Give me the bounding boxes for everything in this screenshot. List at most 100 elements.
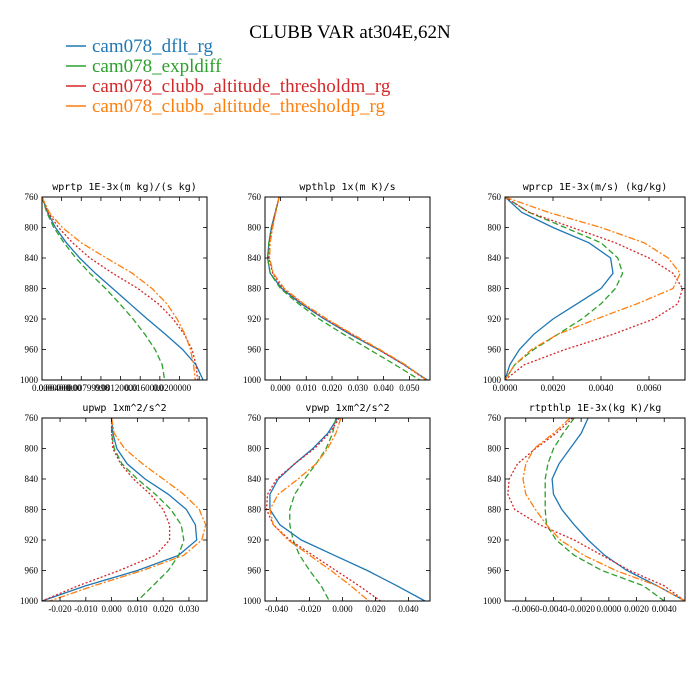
x-tick-label: -0.0060 [512, 604, 540, 614]
series-line-2 [41, 418, 171, 602]
x-tick-label: 0.0020 [541, 383, 566, 393]
legend-entry-1: cam078_expldiff [92, 56, 222, 77]
series-line-2 [268, 196, 427, 381]
series-line-0 [269, 417, 426, 602]
y-tick-label: 800 [25, 444, 39, 454]
y-tick-label: 800 [248, 444, 262, 454]
y-tick-label: 840 [25, 474, 39, 484]
figure-title: CLUBB VAR at304E,62N [249, 22, 451, 43]
x-tick-label: -0.020 [298, 604, 322, 614]
series-line-1 [41, 196, 166, 381]
plot-frame [264, 196, 431, 381]
y-tick-label: 960 [248, 345, 262, 355]
series-line-1 [504, 196, 624, 381]
y-tick-label: 760 [488, 413, 502, 423]
y-tick-label: 1000 [243, 596, 262, 606]
plot-frame [41, 196, 208, 381]
x-tick-label: -0.0020 [567, 604, 595, 614]
y-tick-label: 920 [248, 535, 262, 545]
y-tick-label: 920 [488, 314, 502, 324]
panel-2: wprcp 1E-3x(m/s) (kg/kg) 760 800 840 880 920 9… [483, 182, 686, 393]
series-line-3 [268, 196, 427, 381]
panel-3: upwp 1xm^2/s^2 760 800 840 880 920 960 1000 -0.0… [20, 403, 208, 614]
series-line-1 [544, 417, 665, 602]
x-tick-label: -0.040 [265, 604, 289, 614]
series-line-1 [110, 418, 185, 602]
x-tick-label: 0.00400000 [39, 383, 82, 393]
x-tick-label: 0.0000 [596, 604, 621, 614]
x-tick-label: 0.0200000 [153, 383, 192, 393]
series-line-3 [522, 417, 686, 602]
y-tick-label: 800 [248, 223, 262, 233]
y-tick-label: 960 [25, 566, 39, 576]
y-tick-label: 840 [248, 474, 262, 484]
x-tick-label: 0.000 [270, 383, 291, 393]
y-tick-label: 1000 [483, 375, 502, 385]
y-tick-label: 880 [488, 284, 502, 294]
y-tick-label: 760 [25, 413, 39, 423]
y-tick-label: 1000 [243, 375, 262, 385]
series-line-1 [266, 196, 421, 381]
y-tick-label: 800 [488, 444, 502, 454]
x-tick-label: 0.040 [373, 383, 394, 393]
panel-title: wpthlp 1x(m K)/s [299, 182, 395, 193]
series-line-3 [269, 417, 370, 602]
y-tick-label: 960 [248, 566, 262, 576]
x-tick-label: 0.0040 [589, 383, 614, 393]
legend-entry-3: cam078_clubb_altitude_thresholdp_rg [92, 96, 386, 117]
x-tick-label: 0.0000 [493, 383, 518, 393]
y-tick-label: 800 [488, 223, 502, 233]
y-tick-label: 880 [248, 284, 262, 294]
y-tick-label: 840 [25, 253, 39, 263]
x-tick-label: 0.040 [398, 604, 419, 614]
x-tick-label: 0.000 [101, 604, 122, 614]
y-tick-label: 760 [248, 413, 262, 423]
y-tick-label: 920 [248, 314, 262, 324]
x-tick-label: 0.0000000 [32, 383, 71, 393]
series-line-3 [49, 417, 207, 602]
y-tick-label: 960 [488, 566, 502, 576]
y-tick-label: 1000 [20, 596, 39, 606]
x-tick-label: 0.020 [153, 604, 174, 614]
x-tick-label: 0.000 [332, 604, 353, 614]
legend-entry-0: cam078_dflt_rg [92, 36, 214, 57]
series-line-0 [266, 196, 428, 381]
y-tick-label: 920 [488, 535, 502, 545]
panel-5: rtpthlp 1E-3x(kg K)/kg 760 800 840 880 920 960… [483, 403, 686, 614]
x-tick-label: 0.020 [322, 383, 343, 393]
x-tick-label: -0.020 [48, 604, 72, 614]
panel-title: rtpthlp 1E-3x(kg K)/kg [529, 403, 661, 414]
panels: wprtp 1E-3x(m kg)/(s kg) 760 800 840 880 920 9… [20, 182, 686, 614]
panel-title: vpwp 1xm^2/s^2 [305, 403, 389, 414]
series-line-0 [504, 196, 614, 381]
x-tick-label: 0.00120000 [95, 383, 138, 393]
x-tick-label: 0.020 [365, 604, 386, 614]
y-tick-label: 880 [248, 505, 262, 515]
y-tick-label: 840 [488, 253, 502, 263]
x-tick-label: 0.030 [179, 604, 200, 614]
x-tick-label: 0.0020 [624, 604, 649, 614]
x-tick-label: 0.0160000 [125, 383, 164, 393]
panel-title: wprcp 1E-3x(m/s) (kg/kg) [523, 182, 668, 193]
series-line-0 [41, 417, 198, 602]
plot-frame [504, 196, 686, 381]
series-line-0 [551, 417, 686, 602]
x-tick-label: 0.0060 [637, 383, 662, 393]
y-tick-label: 880 [25, 284, 39, 294]
x-tick-label: -0.010 [74, 604, 98, 614]
panel-title: wprtp 1E-3x(m kg)/(s kg) [52, 182, 197, 193]
series-line-2 [265, 417, 381, 602]
series-line-3 [504, 196, 681, 381]
plot-frame [41, 417, 208, 602]
series-line-0 [41, 196, 204, 381]
panel-0: wprtp 1E-3x(m kg)/(s kg) 760 800 840 880 920 9… [20, 182, 208, 393]
panel-1: wpthlp 1x(m K)/s 760 800 840 880 920 960 1000 0.… [243, 182, 431, 393]
y-tick-label: 880 [25, 505, 39, 515]
y-tick-label: 920 [25, 314, 39, 324]
y-tick-label: 760 [488, 192, 502, 202]
series-line-2 [504, 196, 684, 381]
y-tick-label: 960 [488, 345, 502, 355]
series-line-2 [41, 196, 199, 381]
